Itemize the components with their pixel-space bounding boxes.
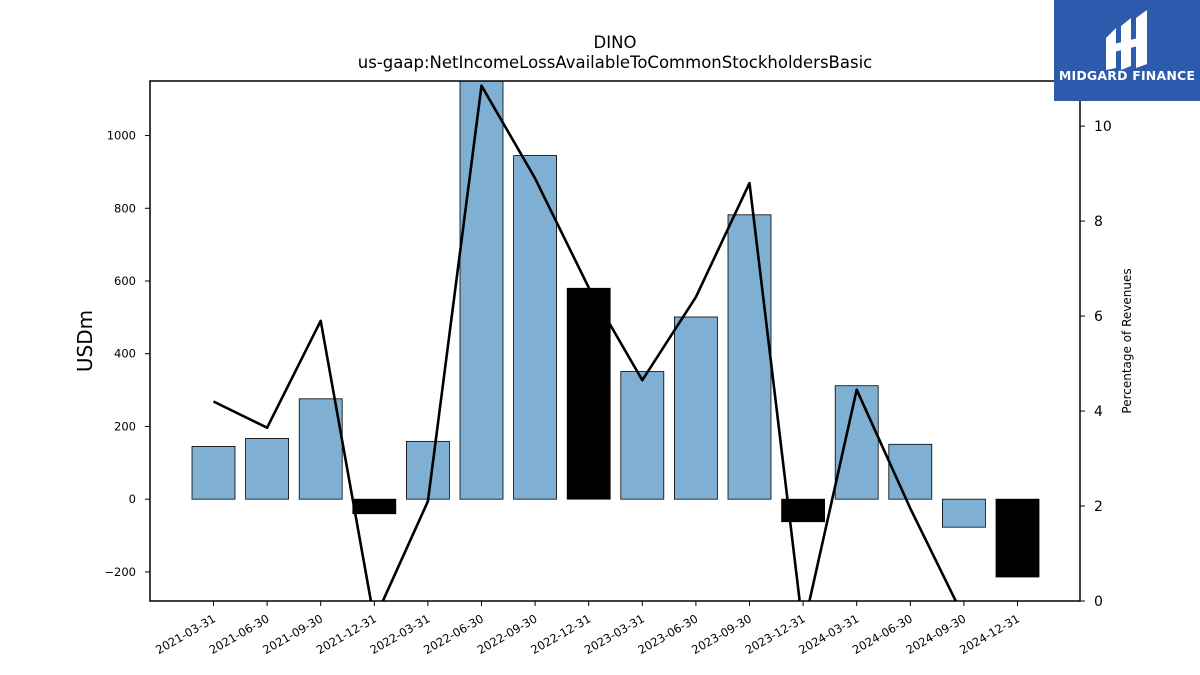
x-tick-label: 2022-03-31 [368,611,433,657]
x-tick-label: 2024-09-30 [904,611,969,657]
bar-2021-03-31 [191,446,236,500]
bar-2021-06-30 [245,438,290,500]
x-tick-label: 2024-06-30 [850,611,915,657]
y-tick-label: 0 [129,492,136,506]
bar-2024-03-31 [834,385,879,500]
chart-title: DINO [594,33,637,52]
bar-2022-12-31 [566,287,611,500]
plot-frame [149,80,1081,602]
logo-text: MIDGARD FINANCE [1058,68,1196,83]
y2-axis-label: Percentage of Revenues [1120,268,1134,413]
x-tick-label: 2021-03-31 [153,611,218,657]
y2-tick-label: 8 [1094,214,1103,230]
x-tick-label: 2022-06-30 [421,611,486,657]
y2-tick-label: 2 [1094,499,1103,515]
y-tick-label: −200 [104,565,136,579]
x-tick-label: 2024-03-31 [796,611,861,657]
x-tick-label: 2021-06-30 [207,611,272,657]
chart-subtitle: us-gaap:NetIncomeLossAvailableToCommonSt… [358,53,872,72]
bar-2022-06-30 [459,81,504,500]
x-tick-label: 2023-03-31 [582,611,647,657]
line-series-percentage [212,84,958,601]
y2-tick-label: 0 [1094,594,1103,610]
bar-2022-09-30 [513,155,557,500]
bar-2021-09-30 [298,398,343,500]
logo-mark-icon [1106,10,1147,70]
y-tick-label: 600 [114,274,136,288]
x-tick-label: 2022-09-30 [475,611,540,657]
x-tick-label: 2023-12-31 [743,611,808,657]
brand-logo: MIDGARD FINANCE [1054,0,1200,101]
bar-2022-03-31 [405,440,450,500]
bar-2023-09-30 [727,214,772,500]
bar-2023-12-31 [781,498,825,523]
x-tick-label: 2023-06-30 [636,611,701,657]
y-tick-label: 400 [114,347,136,361]
y-tick-label: 800 [114,201,136,215]
x-tick-label: 2021-12-31 [314,611,379,657]
y2-tick-label: 4 [1094,404,1103,420]
bar-2024-12-31 [995,498,1040,578]
y2-tick-label: 6 [1094,309,1103,325]
y-axis-label: USDm [73,310,97,372]
y-tick-label: 1000 [107,129,136,143]
x-tick-label: 2021-09-30 [260,611,325,657]
bar-2023-03-31 [620,371,665,500]
bar-2024-06-30 [888,443,933,500]
bar-2024-09-30 [942,498,986,528]
bar-2021-12-31 [352,498,397,515]
x-tick-label: 2024-12-31 [957,611,1022,657]
y2-tick-label: 10 [1094,119,1112,135]
x-tick-label: 2023-09-30 [689,611,754,657]
bar-2023-06-30 [674,316,718,500]
plot-area [191,81,1040,601]
y-tick-label: 200 [114,419,136,433]
x-tick-label: 2022-12-31 [528,611,593,657]
